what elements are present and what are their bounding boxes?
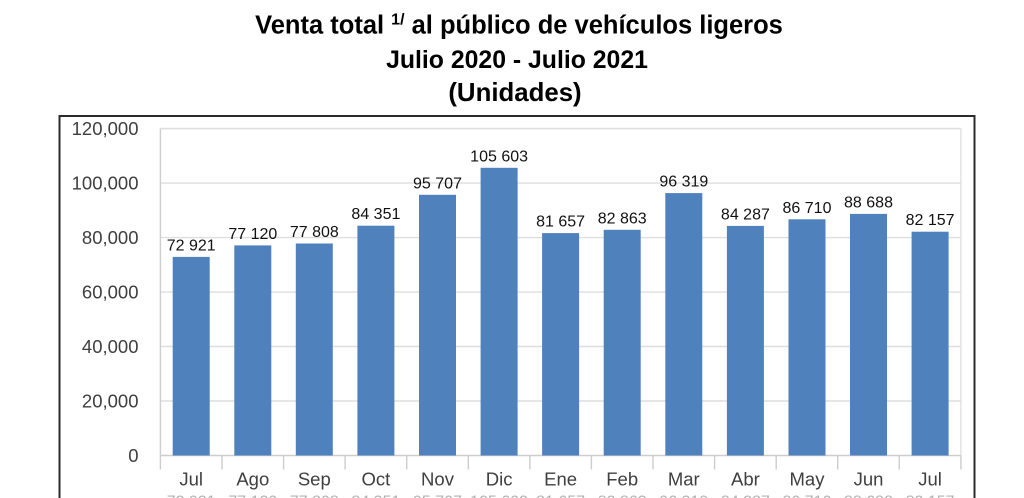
svg-text:77 808: 77 808 <box>290 224 339 241</box>
svg-text:82 157: 82 157 <box>906 494 955 498</box>
svg-text:84 351: 84 351 <box>351 206 400 223</box>
svg-text:88 688: 88 688 <box>844 194 893 211</box>
svg-text:84 351: 84 351 <box>351 494 400 498</box>
svg-text:120,000: 120,000 <box>72 118 139 139</box>
svg-text:81 657: 81 657 <box>536 214 585 231</box>
svg-text:Dic: Dic <box>486 469 513 490</box>
svg-text:100,000: 100,000 <box>72 172 139 193</box>
svg-text:0: 0 <box>128 445 138 466</box>
svg-text:88 688: 88 688 <box>844 494 893 498</box>
svg-text:60,000: 60,000 <box>82 281 139 302</box>
svg-text:72 921: 72 921 <box>167 494 216 498</box>
svg-text:105 603: 105 603 <box>470 494 528 498</box>
svg-text:Abr: Abr <box>731 469 760 490</box>
svg-text:20,000: 20,000 <box>82 390 139 411</box>
svg-text:Nov: Nov <box>421 469 455 490</box>
svg-text:Oct: Oct <box>362 469 391 490</box>
svg-text:84 287: 84 287 <box>721 206 770 223</box>
svg-text:Mar: Mar <box>668 469 700 490</box>
svg-text:Venta total 1/ al público de v: Venta total 1/ al público de vehículos l… <box>255 11 783 39</box>
svg-text:Ago: Ago <box>236 469 269 490</box>
svg-text:Jun: Jun <box>854 469 884 490</box>
svg-text:Sep: Sep <box>298 469 331 490</box>
svg-text:86 710: 86 710 <box>783 200 832 217</box>
svg-text:96 319: 96 319 <box>659 174 708 191</box>
svg-text:77 120: 77 120 <box>228 494 277 498</box>
svg-text:40,000: 40,000 <box>82 336 139 357</box>
svg-text:(Unidades): (Unidades) <box>448 79 581 107</box>
svg-text:Julio 2020 - Julio 2021: Julio 2020 - Julio 2021 <box>386 47 648 74</box>
svg-text:80,000: 80,000 <box>82 227 139 248</box>
svg-text:95 707: 95 707 <box>413 494 462 498</box>
svg-text:77 808: 77 808 <box>290 494 339 498</box>
svg-text:96 319: 96 319 <box>659 494 708 498</box>
svg-text:Jul: Jul <box>918 469 942 490</box>
svg-text:Ene: Ene <box>544 469 577 490</box>
svg-text:72 921: 72 921 <box>167 237 216 254</box>
svg-text:86 710: 86 710 <box>783 494 832 498</box>
svg-text:Jul: Jul <box>179 469 203 490</box>
svg-text:105 603: 105 603 <box>470 148 528 165</box>
svg-text:95 707: 95 707 <box>413 175 462 192</box>
svg-text:77 120: 77 120 <box>228 226 277 243</box>
svg-text:84 287: 84 287 <box>721 494 770 498</box>
svg-text:Feb: Feb <box>606 469 638 490</box>
svg-text:81 657: 81 657 <box>536 494 585 498</box>
svg-text:May: May <box>790 469 826 490</box>
svg-text:82 863: 82 863 <box>598 210 647 227</box>
svg-text:82 157: 82 157 <box>906 212 955 229</box>
svg-text:82 863: 82 863 <box>598 494 647 498</box>
